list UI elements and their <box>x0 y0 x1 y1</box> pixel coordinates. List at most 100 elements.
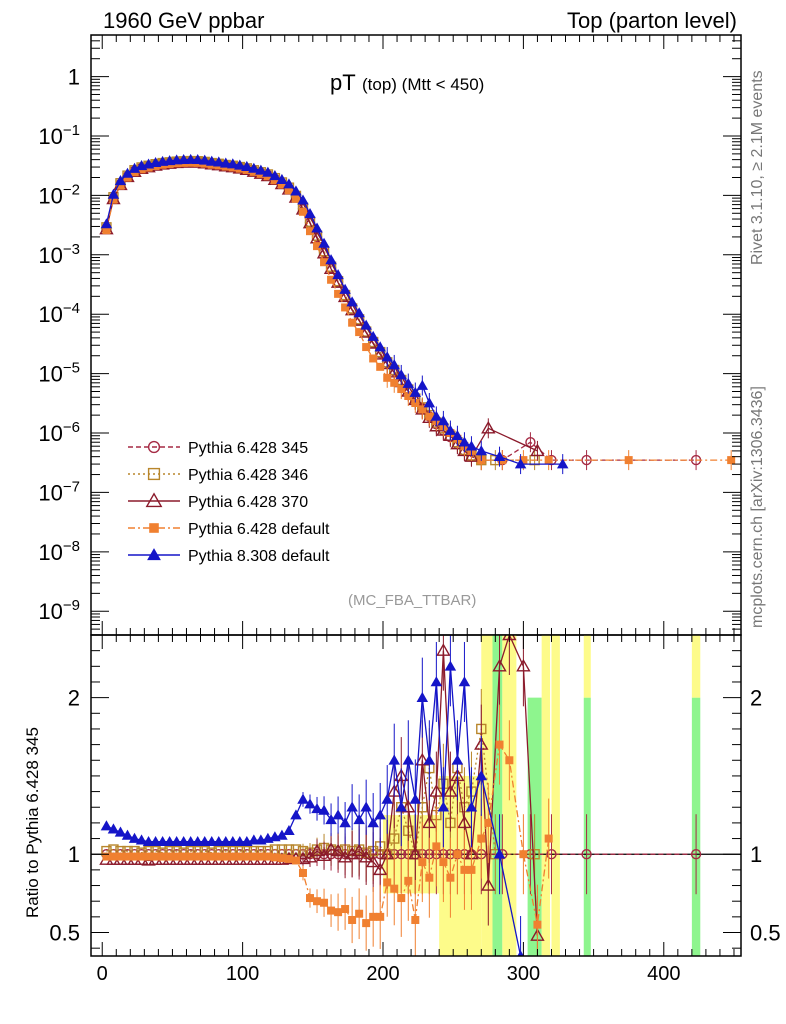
series-line-pythia-6-428-345 <box>105 160 697 461</box>
ratio-point-pythia-6-428-default <box>334 908 343 917</box>
analysis-tag: (MC_FBA_TTBAR) <box>348 592 476 609</box>
ratio-point-pythia-6-428-default <box>130 852 139 861</box>
ratio-point-pythia-8-308-default <box>276 829 288 840</box>
ratio-point-pythia-6-428-default <box>411 915 420 924</box>
ratio-point-pythia-6-428-default <box>291 856 300 865</box>
y-tick-label: 1 <box>68 65 80 90</box>
x-tick-label: 300 <box>507 963 540 985</box>
data-point-pythia-6-428-default <box>116 181 125 190</box>
ratio-point-pythia-6-428-default <box>544 834 553 843</box>
ratio-point-pythia-6-428-default <box>376 912 385 921</box>
ratio-point-pythia-6-428-default <box>418 858 427 867</box>
ratio-point-pythia-6-428-default <box>425 873 434 882</box>
main-plot-panel: 1 10−1 10−2 10−3 10−4 10−5 10−6 10−7 10−8 10−9 pT… <box>38 34 742 636</box>
legend-marker <box>147 440 161 454</box>
legend-marker <box>149 523 159 533</box>
data-point-pythia-8-308-default <box>283 178 295 189</box>
ratio-point-pythia-6-428-345 <box>581 849 592 860</box>
legend-label: Pythia 6.428 345 <box>188 440 308 457</box>
ratio-point-pythia-6-428-default <box>221 852 230 861</box>
ratio-point-pythia-6-428-370 <box>481 878 496 891</box>
ratio-y-tick-labels: 0.5 0.5 1 1 2 2 <box>49 686 780 946</box>
data-point-pythia-6-428-default <box>624 456 633 465</box>
ratio-y-tick-label: 1 <box>68 842 80 867</box>
data-point-pythia-6-428-default <box>313 242 322 251</box>
ratio-point-pythia-8-308-default <box>395 801 408 812</box>
ratio-point-pythia-6-428-default <box>123 852 132 861</box>
ratio-point-pythia-8-308-default <box>114 826 127 837</box>
ratio-point-pythia-6-428-default <box>439 858 448 867</box>
data-point-pythia-6-428-default <box>362 343 371 352</box>
ratio-point-pythia-6-428-default <box>179 852 188 861</box>
data-point-pythia-8-308-default <box>514 458 527 469</box>
ratio-plot-panel: 0.5 0.5 1 1 2 2 Ratio to Pythia 6.428 345 <box>23 634 781 957</box>
data-point-pythia-8-308-default <box>374 341 386 352</box>
data-point-pythia-8-308-default <box>318 237 330 248</box>
data-point-pythia-6-428-default <box>383 373 392 382</box>
ratio-band-yellow <box>691 635 701 698</box>
data-point-pythia-8-308-default <box>276 173 288 184</box>
ratio-plot-frame <box>90 634 742 957</box>
data-point-pythia-8-308-default <box>451 429 464 441</box>
data-point-pythia-8-308-default <box>262 166 274 177</box>
x-tick-label: 100 <box>226 963 259 985</box>
ratio-point-pythia-6-428-370 <box>415 752 430 766</box>
ratio-plot-ticks <box>91 634 741 956</box>
ratio-line-pythia-6-428-346 <box>106 728 535 856</box>
ratio-point-pythia-8-308-default <box>100 820 113 831</box>
y-tick-label: 10−7 <box>38 478 80 505</box>
data-point-pythia-8-308-default <box>205 155 218 166</box>
ratio-point-pythia-6-428-default <box>397 894 406 903</box>
data-point-pythia-8-308-default <box>353 307 365 318</box>
data-point-pythia-6-428-default <box>102 226 111 235</box>
ratio-series <box>91 635 741 956</box>
ratio-point-pythia-8-308-default <box>346 801 358 812</box>
series-line-pythia-6-428-default <box>105 162 732 461</box>
ratio-point-pythia-6-428-370 <box>302 849 318 863</box>
data-point-pythia-6-428-370 <box>358 325 374 338</box>
data-point-pythia-8-308-default <box>444 424 457 435</box>
data-point-pythia-8-308-default <box>475 445 488 456</box>
ratio-point-pythia-8-308-default <box>339 817 351 828</box>
ratio-point-pythia-6-428-default <box>355 909 364 918</box>
ratio-point-pythia-8-308-default <box>353 814 365 825</box>
legend-entry-pythia-6-428-default: Pythia 6.428 default <box>128 521 330 538</box>
data-point-pythia-6-428-default <box>727 456 736 465</box>
ratio-point-pythia-6-428-345 <box>690 849 702 860</box>
ratio-point-pythia-6-428-370 <box>457 815 472 829</box>
data-point-pythia-6-428-default <box>270 176 279 185</box>
ratio-point-pythia-8-308-default <box>332 809 344 820</box>
ratio-point-pythia-6-428-default <box>519 850 528 859</box>
ratio-band-yellow <box>481 635 493 956</box>
ratio-point-pythia-6-428-default <box>270 853 279 862</box>
data-point-pythia-6-428-370 <box>351 313 367 326</box>
x-tick-labels: 0 100 200 300 400 <box>97 963 681 985</box>
ratio-point-pythia-6-428-370 <box>372 862 388 876</box>
data-point-pythia-6-428-370 <box>464 449 479 462</box>
legend-label: Pythia 6.428 346 <box>188 467 308 484</box>
y-tick-label: 10−9 <box>38 597 80 624</box>
y-tick-label: 10−5 <box>38 360 80 387</box>
data-point-pythia-8-308-default <box>339 283 351 294</box>
data-point-pythia-6-428-default <box>334 289 343 298</box>
data-point-pythia-8-308-default <box>114 175 127 186</box>
ratio-point-pythia-6-428-default <box>505 756 514 765</box>
ratio-point-pythia-6-428-default <box>348 915 357 924</box>
ratio-point-pythia-6-428-346 <box>529 849 540 860</box>
ratio-point-pythia-6-428-default <box>193 852 202 861</box>
ratio-point-pythia-6-428-default <box>186 852 195 861</box>
data-point-pythia-8-308-default <box>121 167 134 178</box>
data-point-pythia-8-308-default <box>381 351 393 362</box>
ratio-point-pythia-8-308-default <box>311 803 323 814</box>
ratio-point-pythia-6-428-370 <box>436 643 451 656</box>
ratio-band-green <box>583 697 591 956</box>
ratio-point-pythia-6-428-default <box>207 852 216 861</box>
ratio-point-pythia-6-428-370 <box>351 843 367 857</box>
data-point-pythia-8-308-default <box>493 450 506 461</box>
legend-marker <box>147 548 161 561</box>
y-tick-label: 10−2 <box>38 181 80 208</box>
ratio-point-pythia-8-308-default <box>444 660 457 671</box>
ratio-point-pythia-6-428-370 <box>401 799 416 813</box>
header-right-label: Top (parton level) <box>567 8 737 33</box>
data-point-pythia-8-308-default <box>248 162 260 173</box>
